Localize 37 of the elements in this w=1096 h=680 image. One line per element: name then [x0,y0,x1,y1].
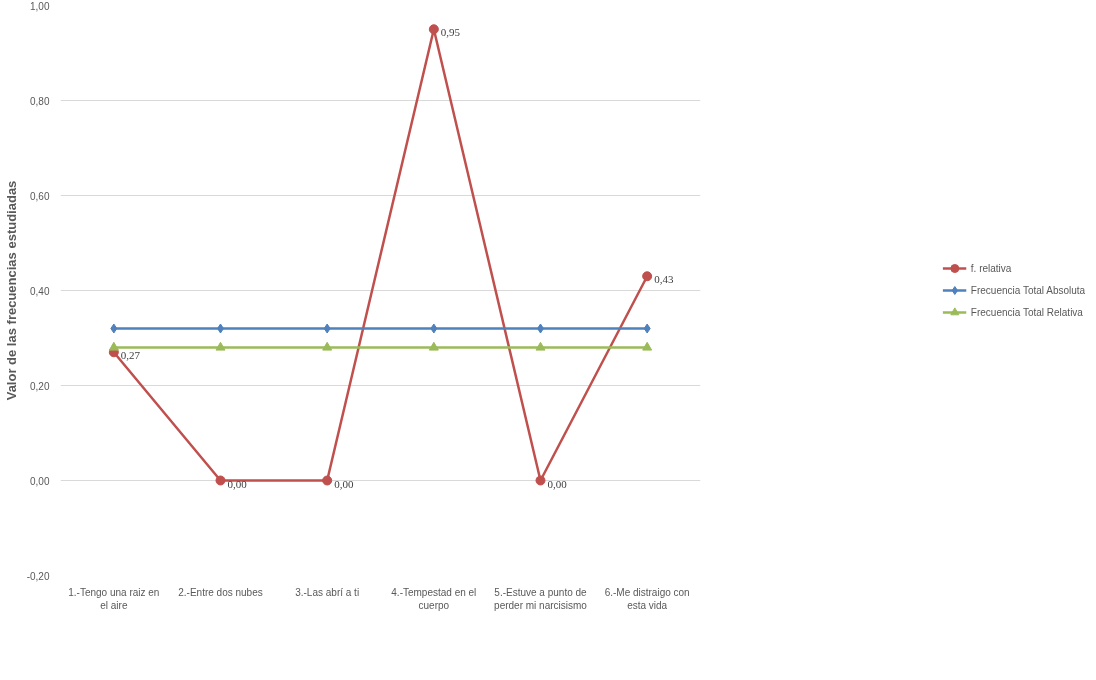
data-label: 0,27 [120,349,141,362]
y-tick-label: 0,60 [30,190,50,202]
point [642,271,653,282]
x-tick-label: 3.-Las abrí a ti [295,586,360,598]
data-label: 0,00 [547,477,568,490]
y-tick-label: 1,00 [30,0,50,12]
point [322,341,333,351]
point [642,341,653,351]
point [215,341,226,351]
data-label: 0,43 [654,273,674,286]
x-tick-label: 1.-Tengo una raiz en el aire [68,586,160,611]
point [110,323,118,334]
point [428,341,439,351]
point [322,475,333,486]
point [215,475,226,486]
legend-label: Frecuencia Total Relativa [970,306,1083,318]
y-tick-label: 0,00 [30,475,50,487]
x-tick-label: 4.-Tempestad en el cuerpo [391,586,477,611]
legend-label: Frecuencia Total Absoluta [970,284,1086,296]
legend-label: f. relativa [970,262,1012,274]
point [108,341,119,351]
x-tick-label: 6.-Me distraigo con esta vida [604,586,690,611]
point [428,24,439,35]
point [430,323,438,334]
point [323,323,331,334]
y-tick-label: -0,20 [26,570,50,582]
y-tick-label: 0,20 [30,380,50,392]
point [535,341,546,351]
x-tick-label: 5.-Estuve a punto de perder mi narcisismo [494,586,588,611]
point [535,475,546,486]
y-tick-label: 0,80 [30,95,50,107]
y-axis-title: Valor de las frecuencias estudiadas [3,180,19,401]
x-tick-label: 2.-Entre dos nubes [178,586,263,598]
data-label: 0,00 [334,477,354,490]
y-tick-label: 0,40 [30,285,50,297]
data-label: 0,95 [440,26,461,39]
point [643,323,651,334]
